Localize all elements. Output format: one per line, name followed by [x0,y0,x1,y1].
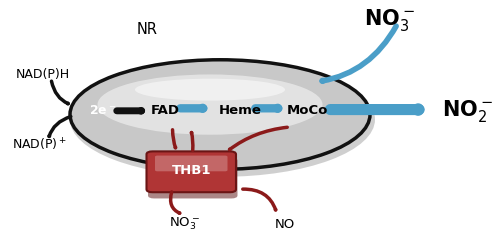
FancyBboxPatch shape [155,156,228,171]
Text: FAD: FAD [150,104,180,117]
FancyBboxPatch shape [146,151,236,192]
Text: THB1: THB1 [172,164,211,177]
Ellipse shape [70,62,375,177]
Text: NO: NO [275,218,295,231]
Text: NR: NR [137,22,158,37]
Text: Heme: Heme [218,104,262,117]
Ellipse shape [98,74,322,135]
Text: NO$_2^-$: NO$_2^-$ [442,98,493,124]
FancyBboxPatch shape [148,158,238,198]
Text: NAD(P)$^+$: NAD(P)$^+$ [12,136,68,153]
Ellipse shape [135,79,285,101]
Ellipse shape [70,60,370,169]
Text: NO$_3^-$: NO$_3^-$ [364,7,416,33]
Text: NAD(P)H: NAD(P)H [16,68,70,81]
Text: 2e$^-$: 2e$^-$ [89,104,116,117]
Text: MoCo: MoCo [287,104,328,117]
Text: NO$_3^-$: NO$_3^-$ [170,216,200,232]
